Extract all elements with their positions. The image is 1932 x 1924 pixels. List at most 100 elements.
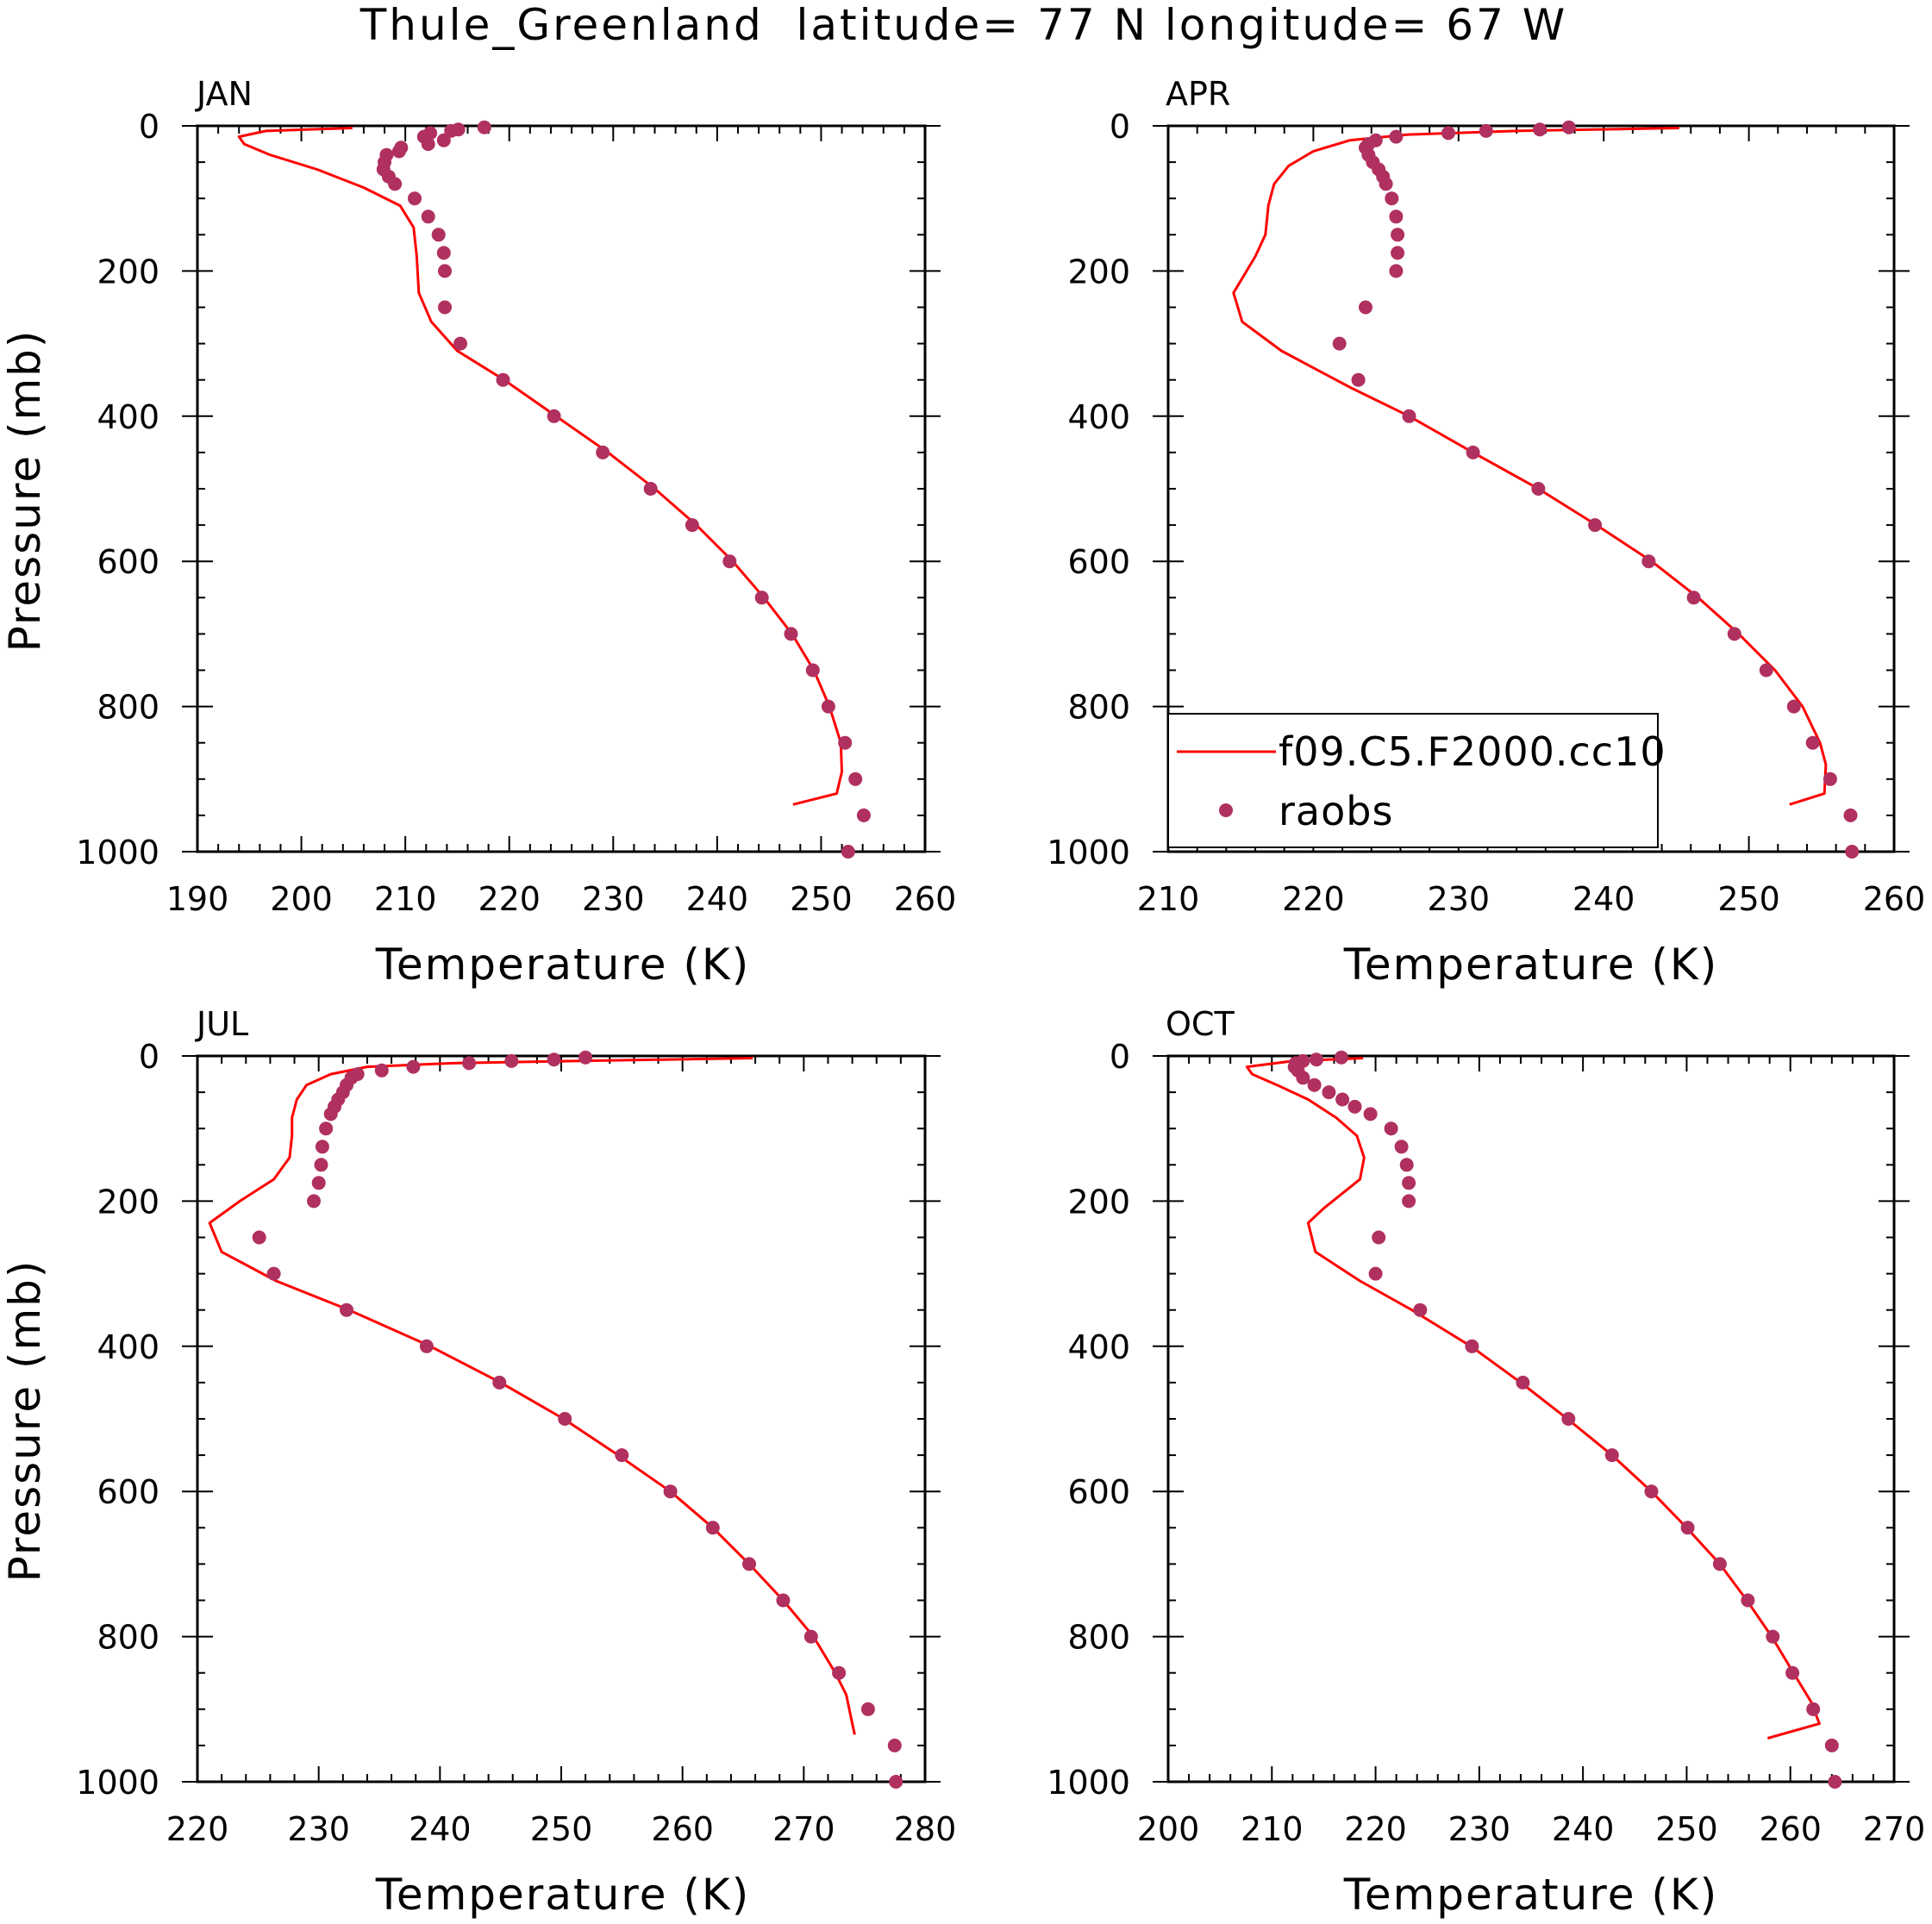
obs-point-apr	[1402, 409, 1416, 423]
obs-point-jan	[444, 123, 459, 138]
x-tick-label-jan: 210	[374, 880, 437, 918]
obs-point-oct	[1368, 1266, 1383, 1281]
y-tick-label-oct: 600	[1067, 1473, 1130, 1511]
obs-point-jul	[705, 1521, 720, 1535]
y-tick-label-apr: 0	[1110, 108, 1130, 146]
obs-point-jan	[805, 663, 820, 678]
panel-label-jan: JAN	[195, 75, 253, 113]
x-tick-label-oct: 230	[1448, 1810, 1511, 1848]
y-tick-label-jul: 200	[97, 1183, 159, 1221]
obs-point-jan	[856, 808, 871, 822]
panel-oct: OCT Temperature (K)	[1166, 1005, 1718, 1920]
obs-point-jan	[784, 627, 798, 641]
obs-point-jul	[776, 1593, 791, 1608]
obs-point-oct	[1399, 1158, 1414, 1172]
obs-point-jan	[431, 228, 446, 242]
model-line-jan	[237, 127, 843, 806]
obs-point-apr	[1823, 771, 1837, 786]
obs-point-jul	[558, 1412, 572, 1426]
obs-point-apr	[1389, 209, 1404, 224]
y-tick-label-oct: 800	[1067, 1619, 1130, 1657]
panel-jan: JAN Temperature (K) Pressure (mb)	[0, 75, 748, 990]
obs-point-jul	[547, 1053, 561, 1067]
obs-point-jan	[496, 372, 510, 387]
y-tick-label-apr: 800	[1067, 689, 1130, 727]
obs-point-oct	[1785, 1665, 1800, 1680]
obs-point-jul	[252, 1230, 266, 1245]
figure-title: Thule_Greenland latitude= 77 N longitude…	[360, 0, 1568, 50]
x-tick-label-jan: 250	[790, 880, 853, 918]
x-tick-label-apr: 230	[1428, 880, 1491, 918]
x-tick-label-jan: 190	[166, 880, 229, 918]
y-tick-label-jul: 800	[97, 1619, 159, 1657]
obs-point-apr	[1759, 663, 1773, 678]
x-axis-title-apr: Temperature (K)	[1343, 940, 1718, 990]
obs-point-oct	[1384, 1121, 1398, 1136]
x-tick-label-oct: 220	[1344, 1810, 1407, 1848]
obs-point-jul	[419, 1339, 434, 1353]
obs-point-oct	[1334, 1050, 1348, 1065]
y-axis-title-left-bottom: Pressure (mb)	[0, 1259, 50, 1583]
obs-point-jan	[848, 771, 863, 786]
x-tick-label-oct: 260	[1759, 1810, 1822, 1848]
y-tick-label-apr: 400	[1067, 398, 1130, 436]
obs-point-apr	[1845, 845, 1860, 859]
obs-point-apr	[1391, 228, 1405, 242]
obs-point-jul	[742, 1557, 756, 1571]
legend-obs-marker	[1219, 803, 1233, 817]
x-tick-label-apr: 260	[1863, 880, 1926, 918]
x-tick-label-jul: 250	[530, 1810, 593, 1848]
x-tick-label-apr: 250	[1717, 880, 1780, 918]
obs-point-jan	[436, 246, 451, 260]
x-tick-label-jul: 270	[772, 1810, 835, 1848]
y-axis-title-left-top: Pressure (mb)	[0, 329, 50, 653]
y-tick-label-jan: 200	[97, 253, 159, 290]
obs-point-apr	[1561, 120, 1576, 134]
obs-point-oct	[1561, 1412, 1576, 1426]
x-tick-label-oct: 240	[1552, 1810, 1615, 1848]
x-tick-label-oct: 270	[1863, 1810, 1926, 1848]
x-tick-label-jul: 240	[409, 1810, 472, 1848]
obs-point-jan	[722, 554, 737, 569]
obs-point-oct	[1322, 1085, 1336, 1100]
obs-point-jul	[311, 1176, 326, 1190]
obs-point-oct	[1766, 1629, 1780, 1644]
obs-point-oct	[1824, 1738, 1839, 1752]
x-tick-label-jan: 200	[270, 880, 333, 918]
obs-point-oct	[1347, 1099, 1362, 1114]
y-tick-label-oct: 400	[1067, 1328, 1130, 1366]
legend-obs-label: raobs	[1279, 788, 1393, 834]
plot-area-oct: 200 210 220 230 240 250 260 270 0 200 400 600 800 100…	[1047, 1038, 1925, 1848]
x-axis-title-oct: Temperature (K)	[1343, 1870, 1718, 1920]
obs-point-oct	[1741, 1593, 1755, 1608]
obs-point-oct	[1465, 1339, 1479, 1353]
obs-point-apr	[1686, 590, 1701, 605]
x-tick-label-apr: 240	[1572, 880, 1635, 918]
obs-point-oct	[1806, 1702, 1821, 1716]
y-tick-label-oct: 0	[1110, 1038, 1130, 1076]
obs-point-apr	[1533, 122, 1547, 137]
obs-point-oct	[1296, 1071, 1310, 1085]
obs-point-jul	[578, 1050, 593, 1065]
obs-point-jan	[754, 590, 769, 605]
obs-point-jan	[838, 735, 853, 750]
model-line-oct	[1245, 1057, 1821, 1740]
obs-point-jan	[643, 482, 658, 496]
obs-point-jul	[307, 1194, 321, 1209]
y-tick-label-oct: 1000	[1047, 1764, 1130, 1802]
y-tick-label-apr: 200	[1067, 253, 1130, 290]
x-tick-label-apr: 220	[1282, 880, 1345, 918]
x-tick-label-jul: 260	[651, 1810, 714, 1848]
legend-model-label: f09.C5.F2000.cc10	[1279, 728, 1666, 775]
y-tick-label-jan: 0	[139, 108, 159, 146]
obs-point-jul	[504, 1053, 519, 1068]
x-tick-label-oct: 210	[1241, 1810, 1304, 1848]
plot-area-jul: 220 230 240 250 260 270 280 0 200 400 600 800 1000	[76, 1038, 956, 1848]
obs-point-jan	[477, 120, 491, 134]
obs-point-jul	[266, 1266, 281, 1281]
obs-point-apr	[1389, 264, 1404, 278]
plot-area-apr: 210 220 230 240 250 260 0 200 400 600 800 1000	[1047, 108, 1925, 918]
obs-point-jan	[821, 699, 835, 714]
model-line-apr	[1232, 127, 1828, 806]
obs-point-jul	[323, 1107, 338, 1121]
